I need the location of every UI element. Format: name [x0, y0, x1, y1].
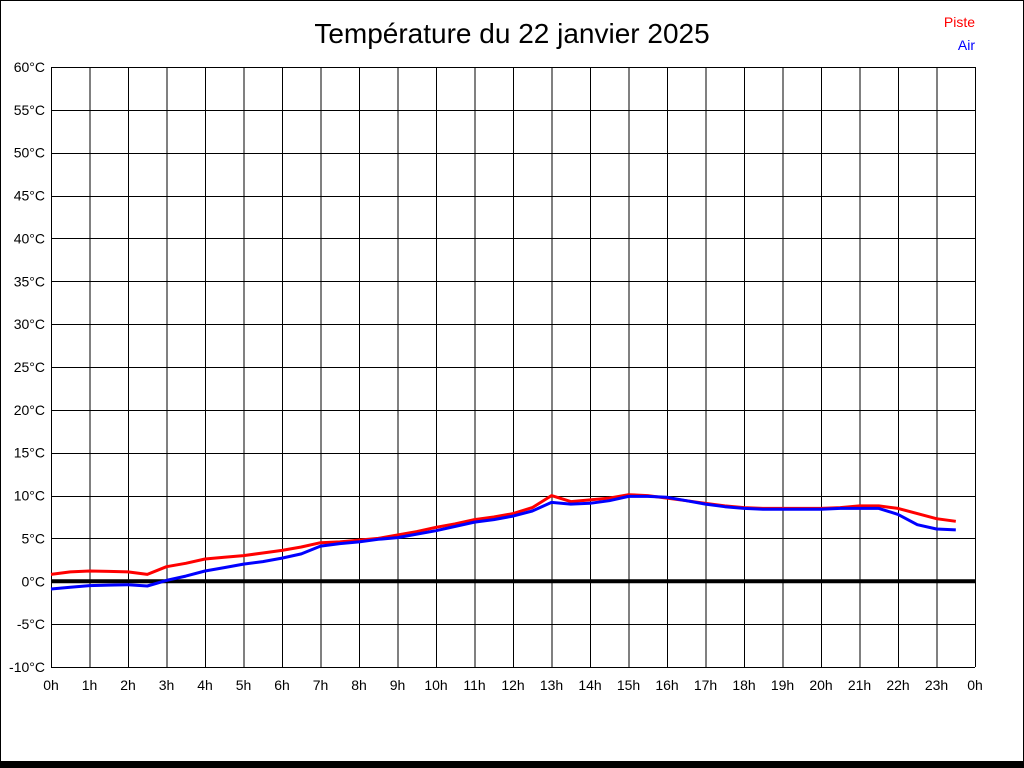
- x-axis-label: 18h: [732, 677, 755, 693]
- y-axis-label: 10°C: [14, 488, 45, 504]
- x-axis-label: 12h: [501, 677, 524, 693]
- legend-label-air: Air: [957, 37, 975, 53]
- x-axis-label: 10h: [424, 677, 447, 693]
- bottom-bar: [1, 761, 1023, 767]
- legend-item-piste: Piste: [944, 11, 975, 34]
- y-axis-label: 5°C: [22, 530, 46, 546]
- y-axis-label: 20°C: [14, 402, 45, 418]
- x-axis-label: 16h: [655, 677, 678, 693]
- y-axis-label: 25°C: [14, 359, 45, 375]
- x-axis-label: 8h: [351, 677, 367, 693]
- y-axis-label: 50°C: [14, 145, 45, 161]
- x-axis-label: 0h: [43, 677, 59, 693]
- y-axis-label: -5°C: [17, 616, 45, 632]
- x-axis-label: 17h: [694, 677, 717, 693]
- x-axis-label: 0h: [967, 677, 983, 693]
- y-axis-label: 35°C: [14, 273, 45, 289]
- x-axis-label: 20h: [809, 677, 832, 693]
- y-axis-label: -10°C: [9, 659, 45, 675]
- x-axis-label: 14h: [578, 677, 601, 693]
- x-axis-label: 11h: [463, 677, 485, 693]
- y-axis-label: 15°C: [14, 445, 45, 461]
- y-axis-label: 45°C: [14, 188, 45, 204]
- y-axis-label: 30°C: [14, 316, 45, 332]
- series-line-air: [50, 494, 956, 591]
- x-axis-label: 7h: [313, 677, 329, 693]
- x-axis-label: 23h: [925, 677, 948, 693]
- y-axis-label: 55°C: [14, 102, 45, 118]
- legend: Piste Air: [944, 11, 975, 57]
- y-axis-label: 0°C: [22, 573, 46, 589]
- x-axis-label: 19h: [771, 677, 794, 693]
- x-axis-label: 3h: [159, 677, 175, 693]
- x-axis-label: 5h: [236, 677, 252, 693]
- x-axis-label: 6h: [274, 677, 290, 693]
- x-axis-label: 21h: [848, 677, 871, 693]
- chart-title: Température du 22 janvier 2025: [314, 18, 710, 49]
- x-axis-label: 1h: [82, 677, 98, 693]
- x-axis-label: 2h: [120, 677, 136, 693]
- x-axis-label: 4h: [197, 677, 213, 693]
- y-axis-label: 60°C: [14, 59, 45, 75]
- x-axis-label: 22h: [886, 677, 909, 693]
- legend-item-air: Air: [944, 34, 975, 57]
- x-axis-label: 13h: [540, 677, 563, 693]
- legend-label-piste: Piste: [943, 14, 975, 30]
- y-axis-label: 40°C: [14, 230, 45, 246]
- x-axis-label: 9h: [390, 677, 406, 693]
- series-line-piste: [50, 493, 957, 576]
- x-axis-label: 15h: [617, 677, 640, 693]
